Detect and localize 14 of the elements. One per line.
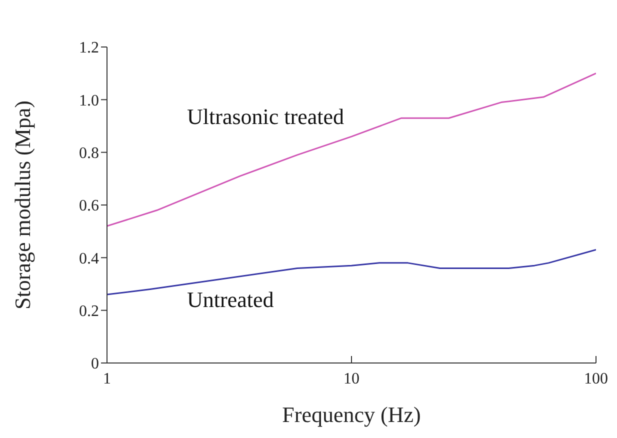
y-tick-label: 0.2 (79, 303, 99, 320)
annotation: Untreated (187, 287, 274, 313)
y-tick-label: 1.0 (79, 92, 99, 110)
x-tick-label: 1 (103, 370, 111, 388)
x-tick-label: 10 (344, 370, 360, 388)
annotation: Ultrasonic treated (187, 104, 344, 130)
y-tick-label: 1.2 (79, 40, 99, 57)
x-axis-title: Frequency (Hz) (282, 402, 421, 427)
x-tick-label: 100 (584, 370, 608, 388)
y-tick-label: 0.6 (79, 198, 99, 215)
y-tick-label: 0.8 (79, 145, 99, 162)
y-tick-label: 0 (91, 356, 99, 373)
y-tick-label: 0.4 (79, 250, 99, 268)
y-axis-title: Storage modulus (Mpa) (10, 100, 35, 310)
